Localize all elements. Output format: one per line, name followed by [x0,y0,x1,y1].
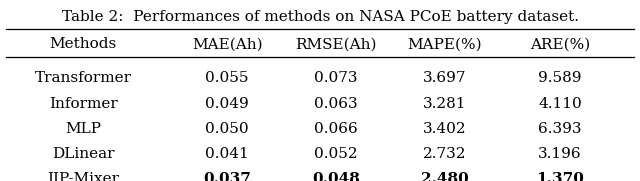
Text: Methods: Methods [49,37,117,51]
Text: 0.048: 0.048 [312,172,360,181]
Text: 2.480: 2.480 [421,172,468,181]
Text: 3.402: 3.402 [423,122,467,136]
Text: 0.055: 0.055 [205,71,249,85]
Text: 0.049: 0.049 [205,96,249,111]
Text: 0.041: 0.041 [205,147,249,161]
Text: MAE(Ah): MAE(Ah) [192,37,262,51]
Text: 0.037: 0.037 [204,172,251,181]
Text: 0.063: 0.063 [314,96,358,111]
Text: 0.050: 0.050 [205,122,249,136]
Text: 0.066: 0.066 [314,122,358,136]
Text: 1.370: 1.370 [536,172,584,181]
Text: 0.052: 0.052 [314,147,358,161]
Text: 4.110: 4.110 [538,96,582,111]
Text: 3.196: 3.196 [538,147,582,161]
Text: Informer: Informer [49,96,118,111]
Text: DLinear: DLinear [52,147,115,161]
Text: IIP-Mixer: IIP-Mixer [47,172,119,181]
Text: MAPE(%): MAPE(%) [408,37,482,51]
Text: 3.697: 3.697 [423,71,467,85]
Text: Transformer: Transformer [35,71,132,85]
Text: RMSE(Ah): RMSE(Ah) [295,37,377,51]
Text: 6.393: 6.393 [538,122,582,136]
Text: 9.589: 9.589 [538,71,582,85]
Text: Table 2:  Performances of methods on NASA PCoE battery dataset.: Table 2: Performances of methods on NASA… [61,10,579,24]
Text: 2.732: 2.732 [423,147,467,161]
Text: MLP: MLP [65,122,101,136]
Text: 3.281: 3.281 [423,96,467,111]
Text: ARE(%): ARE(%) [530,37,590,51]
Text: 0.073: 0.073 [314,71,358,85]
